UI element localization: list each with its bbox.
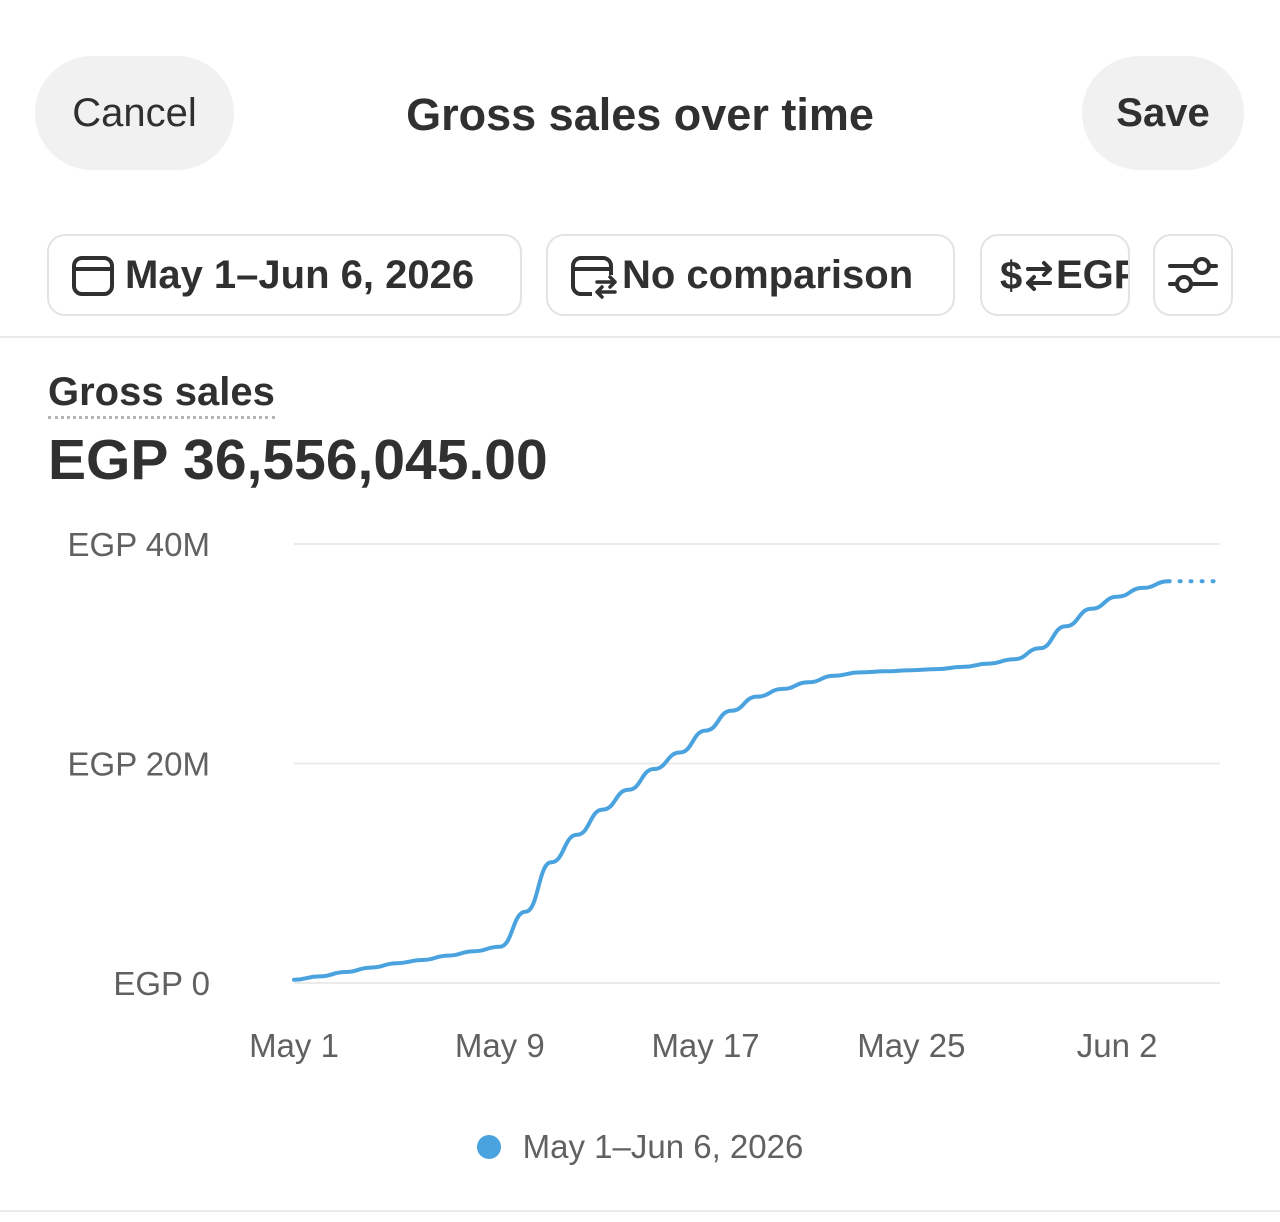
cancel-button[interactable]: Cancel [35, 56, 234, 170]
comparison-label: No comparison [622, 252, 914, 297]
date-range-button[interactable]: May 1–Jun 6, 2026 [47, 234, 522, 316]
metric-title[interactable]: Gross sales [48, 370, 275, 419]
y-tick-label: EGP 40M [68, 526, 210, 563]
x-tick-label: May 1 [249, 1027, 339, 1064]
save-button[interactable]: Save [1082, 56, 1244, 170]
header: Cancel Gross sales over time Save [0, 0, 1280, 225]
gross-sales-chart: EGP 0 EGP 20M EGP 40M May 1 May 9 May 17 May 2… [68, 526, 1222, 1064]
filter-bar: May 1–Jun 6, 2026 No comparison $ EGP [0, 234, 1280, 318]
y-tick-label: EGP 20M [68, 746, 210, 783]
metric-value: EGP 36,556,045.00 [48, 428, 548, 492]
legend-series-label: May 1–Jun 6, 2026 [522, 1128, 804, 1165]
calendar-compare-icon [571, 256, 617, 299]
x-tick-label: May 17 [651, 1027, 759, 1064]
x-tick-label: May 9 [455, 1027, 545, 1064]
currency-exchange-icon: $ [1000, 254, 1052, 298]
date-range-label: May 1–Jun 6, 2026 [125, 252, 475, 297]
comparison-button[interactable]: No comparison [546, 234, 955, 316]
bottom-divider [0, 1210, 1280, 1212]
currency-label: EGP [1056, 252, 1128, 297]
divider [0, 336, 1280, 338]
series-line [292, 579, 1171, 982]
chart-legend: May 1–Jun 6, 2026 [0, 1128, 1280, 1166]
y-tick-label: EGP 0 [113, 965, 210, 1002]
x-tick-label: Jun 2 [1077, 1027, 1158, 1064]
svg-text:$: $ [1000, 254, 1022, 298]
chart-settings-button[interactable] [1153, 234, 1233, 316]
calendar-icon [72, 256, 114, 296]
currency-button[interactable]: $ EGP [980, 234, 1130, 316]
x-tick-label: May 25 [857, 1027, 965, 1064]
sliders-icon [1168, 257, 1218, 293]
legend-series-dot [476, 1135, 501, 1159]
page-title: Gross sales over time [406, 89, 874, 140]
